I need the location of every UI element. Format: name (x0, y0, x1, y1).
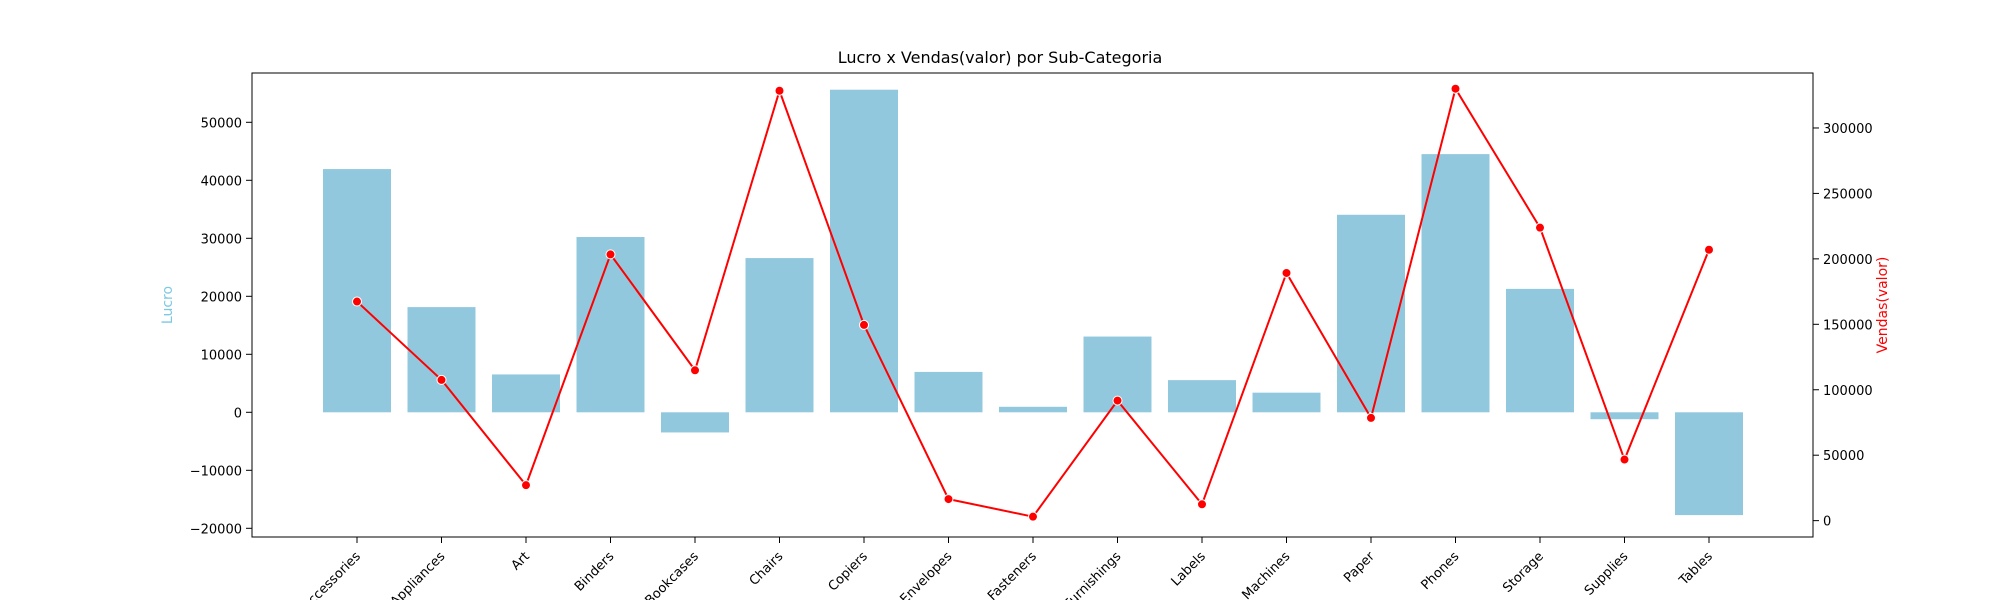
left-tick-label: 10000 (201, 348, 242, 363)
bar-binders (576, 237, 645, 413)
sales-point-accessories (352, 296, 362, 307)
x-tick-label-art: Art (509, 549, 533, 573)
sales-point-art (521, 480, 531, 491)
sales-point-binders (605, 249, 616, 260)
right-tick-label: 150000 (1823, 318, 1873, 333)
x-tick-label-fasteners: Fasteners (985, 549, 1040, 600)
left-tick-label: 0 (234, 406, 242, 421)
x-tick-label-labels: Labels (1169, 549, 1209, 589)
sales-point-storage (1535, 222, 1545, 233)
bar-appliances (407, 307, 476, 413)
sales-point-paper (1366, 412, 1376, 423)
right-tick-label: 100000 (1823, 384, 1873, 399)
bar-bookcases (661, 412, 729, 433)
sales-point-tables (1704, 244, 1714, 255)
x-tick-label-tables: Tables (1676, 549, 1716, 589)
left-tick-label: 50000 (201, 116, 242, 131)
left-tick-label: 40000 (201, 174, 242, 189)
bar-storage (1506, 288, 1574, 413)
x-tick-label-bookcases: Bookcases (642, 549, 702, 600)
y2-axis-label: Vendas(valor) (1875, 257, 1891, 354)
bar-art (492, 374, 560, 413)
left-tick-label: −10000 (190, 464, 242, 479)
sales-point-envelopes (943, 494, 954, 505)
sales-point-machines (1281, 267, 1292, 278)
right-axis: 0 50000 100000 150000 200000 250000 300000 (1813, 122, 1873, 530)
right-tick-label: 250000 (1823, 187, 1873, 202)
left-axis: −20000 −10000 0 10000 20000 30000 40000 50000 (190, 116, 252, 537)
x-tick-label-paper: Paper (1341, 549, 1378, 586)
sales-point-chairs (774, 85, 785, 96)
bar-chairs (745, 258, 814, 413)
bar-supplies (1590, 412, 1659, 420)
chart-title: Lucro x Vendas(valor) por Sub-Categoria (838, 48, 1163, 67)
x-tick-label-appliances: Appliances (388, 549, 449, 600)
sales-point-phones (1450, 83, 1461, 94)
right-tick-label: 50000 (1823, 449, 1864, 464)
x-tick-label-binders: Binders (572, 549, 618, 595)
x-tick-label-machines: Machines (1239, 549, 1293, 600)
bar-fasteners (999, 406, 1067, 413)
x-tick-label-supplies: Supplies (1582, 549, 1632, 599)
bar-labels (1168, 380, 1236, 413)
bar-copiers (830, 89, 898, 413)
plot-frame (251, 72, 1814, 538)
bar-phones (1421, 154, 1490, 413)
x-axis: Accessories Appliances Art Binders Bookcases… (299, 537, 1716, 600)
bars-layer (323, 89, 1743, 516)
bar-machines (1252, 392, 1321, 413)
sales-point-bookcases (690, 365, 700, 376)
y-axis-label: Lucro (160, 286, 176, 324)
x-tick-label-copiers: Copiers (826, 549, 871, 594)
sales-point-labels (1197, 499, 1207, 510)
sales-point-fasteners (1028, 511, 1038, 522)
left-tick-label: 30000 (201, 232, 242, 247)
left-tick-label: −20000 (190, 522, 242, 537)
right-tick-label: 300000 (1823, 122, 1873, 137)
sales-point-appliances (436, 374, 447, 385)
left-tick-label: 20000 (201, 290, 242, 305)
right-tick-label: 200000 (1823, 253, 1873, 268)
x-tick-label-chairs: Chairs (747, 549, 787, 589)
line-layer (352, 83, 1714, 522)
sales-point-furnishings (1112, 395, 1123, 406)
x-tick-label-phones: Phones (1418, 549, 1462, 593)
bar-paper (1337, 214, 1405, 413)
x-tick-label-storage: Storage (1500, 549, 1547, 596)
right-tick-label: 0 (1823, 515, 1831, 530)
sales-point-supplies (1619, 454, 1630, 465)
x-tick-label-furnishings: Furnishings (1061, 549, 1124, 600)
x-tick-label-envelopes: Envelopes (898, 549, 956, 600)
bar-accessories (323, 169, 391, 413)
bar-envelopes (914, 371, 983, 413)
bar-tables (1675, 412, 1743, 516)
x-tick-label-accessories: Accessories (299, 549, 364, 600)
sales-point-copiers (859, 319, 869, 330)
